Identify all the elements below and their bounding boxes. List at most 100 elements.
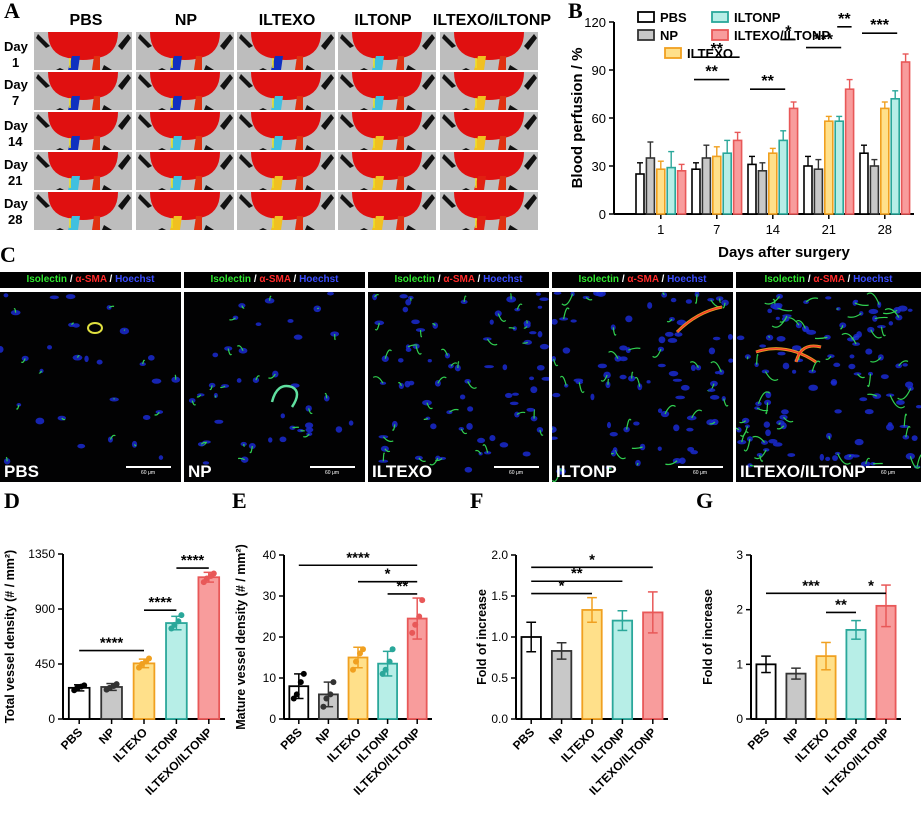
doppler-image [338,32,436,70]
nucleus [623,426,630,433]
x-tick-label: PBS [510,725,537,752]
nucleus [899,424,910,428]
bar [803,165,813,215]
capillary [13,308,17,313]
left-foot [259,68,267,70]
nucleus [335,426,343,433]
left-foot [158,148,166,150]
capillary [778,422,781,425]
stain-legend: Isolectin / α-SMA / Hoechst [736,272,921,288]
significance-label: *** [870,17,889,34]
capillary [154,411,160,416]
capillary [407,344,418,348]
isolectin-label: Isolectin [394,274,436,285]
nucleus [405,299,412,306]
left-foot [158,68,166,70]
right-foot [204,185,214,190]
y-tick-label: 30 [263,589,277,603]
capillary [664,404,676,415]
capillary [382,452,385,462]
asma-label: α-SMA [259,274,291,285]
capillary [108,305,115,308]
significance-label: * [559,578,565,595]
capillary [614,450,626,460]
significance-label: ** [835,596,847,613]
stain-separator: / [435,274,444,285]
nucleus [255,322,262,327]
mature-vessel [270,384,299,408]
nucleus [625,315,633,323]
x-tick-label: 14 [766,222,780,237]
nucleus [280,413,285,419]
left-paw [138,74,152,88]
left-paw [36,74,50,88]
capillary [857,373,865,379]
capillary [5,456,8,462]
nucleus [801,325,809,332]
bar [132,662,156,720]
nucleus [489,435,496,442]
y-axis-label-group: Fold of increase [701,589,715,685]
doppler-scan [36,72,131,110]
capillary [397,382,402,387]
right-foot [204,65,214,70]
chart-d: 0 450 900 1350 Total vessel density (# / mm²… [3,547,225,798]
nucleus [139,362,146,367]
y-tick-label: 2.0 [491,548,508,562]
scale-bar-label: 60 μm [881,470,895,476]
left-paw [138,34,152,48]
capillary [897,388,912,400]
doppler-scan [239,192,334,230]
y-tick-label: 0.5 [491,671,508,685]
y-tick-label: 20 [263,630,277,644]
significance-label: ** [711,41,724,58]
left-foot [462,68,470,70]
hoechst-label: Hoechst [115,274,155,285]
nucleus [606,421,612,429]
nucleus [3,293,9,298]
nucleus [212,352,219,358]
control-leg [92,216,100,230]
nucleus [782,362,790,370]
capillary [209,385,213,391]
nucleus [304,422,314,429]
nucleus [459,394,466,400]
doppler-image [136,32,234,70]
nucleus [657,446,662,451]
capillary [227,348,233,356]
body-perfusion [48,192,118,220]
right-paw [321,114,334,130]
nucleus [763,448,770,452]
doppler-image [34,192,132,230]
capillary [559,468,562,472]
nucleus [715,296,724,301]
capillary [665,460,678,466]
nucleus [867,326,875,333]
doppler-scan [442,112,537,150]
capillary [870,329,882,339]
smooth-muscle-layer [676,306,723,333]
capillary [736,427,740,431]
control-leg [295,216,303,230]
day-label-21: Day 21 [4,157,28,188]
data-point [353,658,359,665]
nucleus [868,308,879,315]
doppler-scan [36,112,131,150]
right-paw [524,114,537,130]
right-paw [524,194,537,210]
nucleus [710,380,718,387]
control-leg [194,136,202,150]
left-paw [36,114,50,128]
ischemic-leg [372,56,384,70]
doppler-image [136,192,234,230]
bar [747,163,757,215]
capillary [38,370,43,374]
right-paw [220,154,233,170]
body-perfusion [352,192,422,220]
nucleus [399,294,408,299]
capillary [113,397,115,400]
nucleus [240,456,249,463]
capillary [374,293,379,298]
capillary [516,303,523,310]
nucleus [859,397,868,402]
